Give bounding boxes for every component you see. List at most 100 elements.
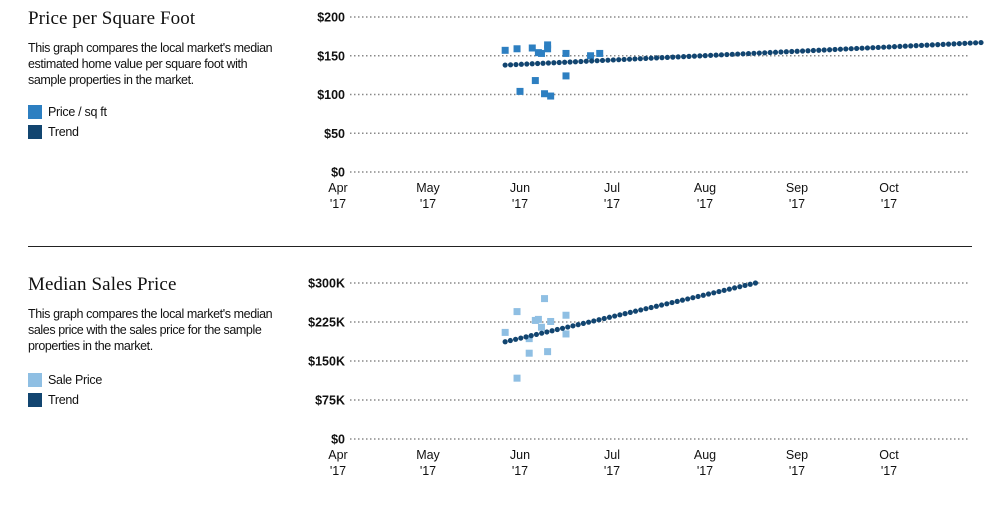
trend-dot xyxy=(956,40,962,47)
trend-dot xyxy=(554,326,560,333)
trend-dot xyxy=(599,57,606,64)
trend-dot xyxy=(695,293,701,300)
legend-label: Sale Price xyxy=(48,373,102,387)
trend-dot xyxy=(737,284,743,290)
trend-dot xyxy=(659,55,665,61)
data-point xyxy=(537,323,545,331)
trend-dot xyxy=(886,44,892,50)
x-tick-label: '17 xyxy=(697,197,713,211)
legend-swatch-price-sqft xyxy=(28,105,42,119)
legend-swatch-trend xyxy=(28,125,42,139)
trend-dot xyxy=(891,44,898,50)
data-point xyxy=(513,45,521,53)
trend-dot xyxy=(767,49,773,56)
trend-dot xyxy=(565,324,571,330)
trend-dot xyxy=(751,50,757,56)
data-point xyxy=(544,45,552,53)
trend-dot xyxy=(799,48,806,54)
trend-dot xyxy=(627,309,633,315)
y-tick-label: $0 xyxy=(331,166,345,180)
trend-dot xyxy=(601,315,607,322)
trend-dot xyxy=(643,55,649,62)
trend-dot xyxy=(585,319,592,325)
trend-dot xyxy=(523,334,529,340)
y-tick-label: $225K xyxy=(308,316,345,330)
trend-dot xyxy=(685,296,691,302)
legend-swatch-trend xyxy=(28,393,42,407)
trend-dot xyxy=(843,46,849,52)
trend-dot xyxy=(578,58,584,65)
data-point xyxy=(547,92,555,100)
legend-label: Trend xyxy=(48,393,79,407)
trend-dot xyxy=(562,59,568,65)
trend-dot xyxy=(502,339,508,345)
x-tick-label: Jun xyxy=(510,448,530,462)
chart-title: Price per Square Foot xyxy=(28,8,196,29)
trend-dot xyxy=(575,322,581,328)
x-tick-label: '17 xyxy=(881,464,897,478)
price-per-sqft-panel: Price per Square Foot This graph compare… xyxy=(0,0,1000,240)
trend-dot xyxy=(864,45,871,51)
trend-dot xyxy=(794,48,800,54)
data-point xyxy=(562,330,570,338)
trend-dot xyxy=(721,287,727,293)
trend-dot xyxy=(924,42,930,48)
trend-dot xyxy=(967,40,973,46)
trend-dot xyxy=(726,286,732,292)
x-tick-label: Sep xyxy=(786,448,808,462)
price-per-sqft-info: Price per Square Foot This graph compare… xyxy=(28,8,278,142)
trend-dot xyxy=(606,314,613,320)
legend: Sale Price Trend xyxy=(28,370,278,410)
data-point xyxy=(513,374,521,382)
trend-dot xyxy=(637,56,643,62)
legend-label: Price / sq ft xyxy=(48,105,107,119)
trend-dot xyxy=(951,41,957,47)
trend-dot xyxy=(567,59,573,65)
x-tick-label: Oct xyxy=(879,181,899,195)
trend-dot xyxy=(529,61,535,67)
y-tick-label: $300K xyxy=(308,277,345,291)
trend-dot xyxy=(832,46,838,53)
median-sales-price-chart: $0 $75K $150K $225K $300K Apr '17 May '17 Jun '17 J… xyxy=(308,277,970,478)
data-point xyxy=(562,72,570,80)
trend-dot xyxy=(621,56,627,63)
x-tick-label: '17 xyxy=(604,197,620,211)
trend-dot xyxy=(713,52,719,58)
trend-dot xyxy=(643,306,649,312)
trend-dot xyxy=(742,282,748,289)
trend-dot xyxy=(708,52,714,58)
y-tick-label: $150K xyxy=(308,355,345,369)
trend-dot xyxy=(875,44,881,51)
trend-dot xyxy=(918,42,925,48)
trend-dot xyxy=(512,336,519,342)
x-tick-label: Jul xyxy=(604,181,620,195)
trend-dot xyxy=(691,53,698,59)
trend-dot xyxy=(848,46,854,52)
trend-dot xyxy=(705,291,712,297)
y-tick-label: $0 xyxy=(331,433,345,447)
trend-dot xyxy=(580,320,586,326)
trend-dot xyxy=(556,59,562,66)
trend-dot xyxy=(670,54,676,60)
trend-dot xyxy=(716,288,722,295)
trend-dot xyxy=(789,48,795,55)
trend-dot xyxy=(747,281,753,287)
median-sales-price-info: Median Sales Price This graph compares t… xyxy=(28,274,278,410)
trend-dot xyxy=(908,43,914,49)
trend-dot xyxy=(544,329,550,335)
trend-dot xyxy=(902,43,908,49)
trend-dot xyxy=(697,53,703,59)
data-point xyxy=(528,44,536,52)
trend-dot xyxy=(810,47,816,54)
x-tick-label: '17 xyxy=(512,464,528,478)
x-tick-label: Sep xyxy=(786,181,808,195)
x-tick-label: May xyxy=(416,448,440,462)
trend-dot xyxy=(596,317,602,323)
trend-dot xyxy=(507,337,513,344)
trend-dot xyxy=(518,335,524,341)
y-tick-label: $100 xyxy=(317,88,345,102)
data-point xyxy=(544,348,552,356)
trend-dot xyxy=(740,51,746,57)
trend-dot xyxy=(972,40,979,46)
trend-dot xyxy=(711,290,717,296)
